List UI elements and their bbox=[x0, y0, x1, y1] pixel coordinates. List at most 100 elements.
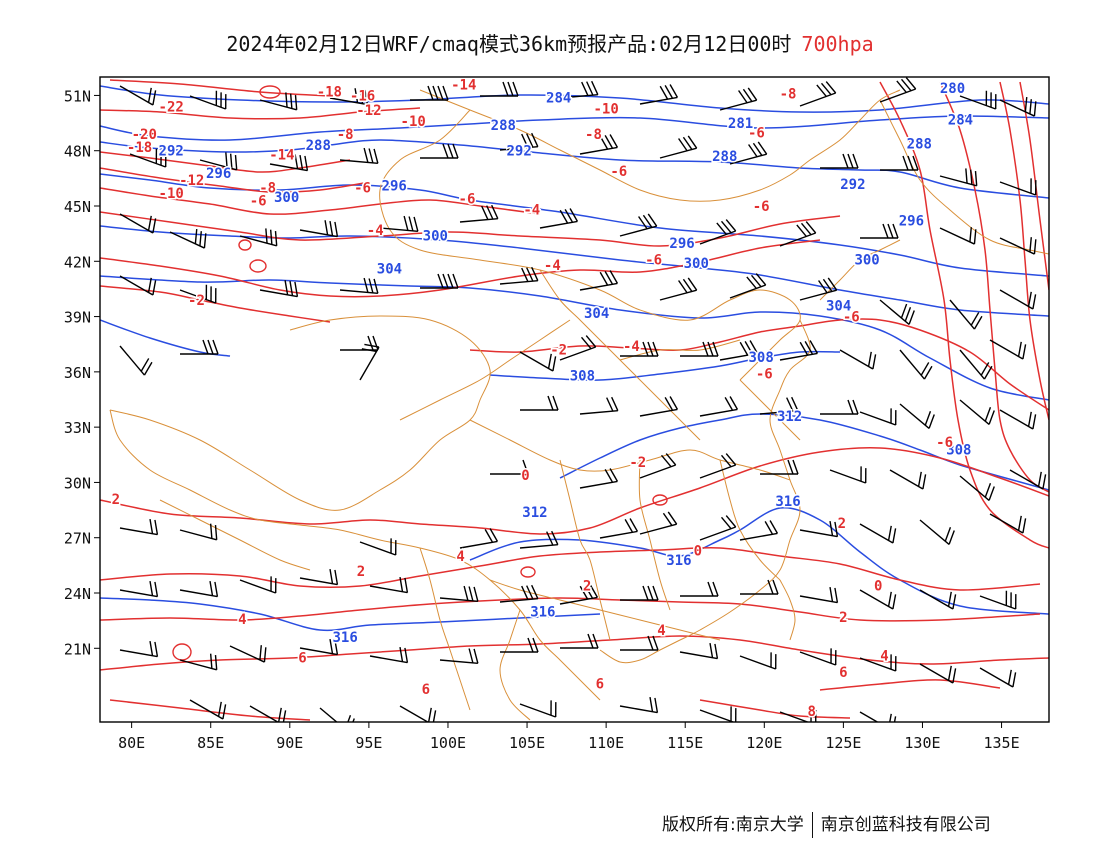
temperature-contour-label: -18 bbox=[127, 140, 152, 156]
temperature-contour-label: -8 bbox=[585, 127, 602, 143]
wind-barb bbox=[179, 284, 217, 304]
pressure-level-label: 700hpa bbox=[801, 32, 874, 56]
temperature-cell bbox=[172, 643, 192, 661]
wind-barb bbox=[779, 221, 817, 247]
temperature-contour-label: -6 bbox=[756, 367, 773, 383]
boundary-line bbox=[109, 409, 601, 701]
temperature-contour-label: -8 bbox=[780, 87, 797, 103]
temperature-contour-label: 6 bbox=[839, 665, 847, 681]
wind-barb bbox=[729, 141, 768, 165]
wind-barb bbox=[369, 646, 409, 664]
lat-tick-label: 45N bbox=[64, 198, 91, 216]
temperature-contour-label: -10 bbox=[593, 101, 618, 117]
temperature-contour-label: -10 bbox=[401, 114, 426, 130]
temperature-contour-label: 2 bbox=[112, 492, 120, 508]
wind-barb bbox=[899, 403, 935, 429]
temperature-contour-label: -4 bbox=[544, 258, 561, 274]
height-contour-line bbox=[100, 85, 1049, 113]
copyright-text: 版权所有:南京大学 bbox=[662, 815, 804, 835]
wind-barb bbox=[699, 453, 737, 479]
wind-barb bbox=[839, 349, 877, 370]
wind-barb bbox=[779, 340, 819, 361]
height-contour-label: 316 bbox=[530, 604, 555, 620]
height-contour-label: 312 bbox=[777, 409, 802, 425]
height-contour-label: 292 bbox=[159, 144, 184, 160]
wind-barb bbox=[859, 654, 897, 672]
wind-barb bbox=[559, 335, 597, 361]
wind-barb bbox=[639, 453, 677, 479]
temperature-contour-line bbox=[699, 699, 851, 719]
wind-barb bbox=[820, 399, 859, 415]
temperature-contour-label: -6 bbox=[354, 181, 371, 197]
wind-barb bbox=[820, 153, 859, 169]
wind-barb bbox=[639, 396, 679, 417]
lon-tick-label: 120E bbox=[746, 734, 782, 752]
temperature-contour-line bbox=[939, 81, 1049, 493]
wind-barb bbox=[559, 584, 599, 605]
temperature-contour-line bbox=[999, 81, 1049, 421]
height-contour-label: 300 bbox=[274, 190, 299, 206]
temperature-contour-label: -6 bbox=[843, 310, 860, 326]
wind-barb bbox=[620, 635, 659, 651]
height-contour-label: 292 bbox=[840, 177, 865, 193]
wind-barb bbox=[519, 700, 557, 718]
wind-barb bbox=[880, 155, 919, 171]
wind-barb bbox=[619, 213, 658, 237]
wind-barb bbox=[119, 518, 159, 536]
temperature-contour-line bbox=[100, 187, 541, 215]
boundary-line bbox=[739, 379, 801, 441]
lon-tick-label: 85E bbox=[197, 734, 224, 752]
lat-tick-label: 27N bbox=[64, 530, 91, 548]
wind-barb bbox=[699, 219, 737, 245]
temperature-contour-label: 4 bbox=[657, 623, 665, 639]
wind-barb bbox=[620, 341, 659, 357]
temperature-contour-label: -2 bbox=[629, 455, 646, 471]
wind-barb bbox=[939, 168, 978, 187]
plot-frame bbox=[99, 76, 1050, 723]
temperature-cell bbox=[652, 494, 668, 506]
temperature-contour-label: 2 bbox=[839, 610, 847, 626]
wind-barb bbox=[560, 633, 599, 649]
height-contour-line bbox=[100, 319, 231, 357]
wind-barb bbox=[999, 178, 1037, 196]
wind-barb bbox=[459, 528, 499, 549]
temperature-contour-label: -6 bbox=[610, 164, 627, 180]
temperature-contour-line bbox=[819, 679, 1001, 691]
height-contour-label: 281 bbox=[728, 116, 753, 132]
temperature-contour-label: -2 bbox=[188, 293, 205, 309]
temperature-contour-label: 2 bbox=[357, 564, 365, 580]
lon-tick-label: 115E bbox=[667, 734, 703, 752]
wind-barb bbox=[719, 340, 759, 361]
wind-barb bbox=[859, 408, 897, 426]
temperature-contour-line bbox=[469, 318, 1049, 411]
wind-barb bbox=[299, 568, 339, 586]
boundary-line bbox=[419, 547, 471, 711]
height-contour-label: 316 bbox=[666, 553, 691, 569]
temperature-contour-label: -18 bbox=[317, 85, 342, 101]
height-contour-label: 300 bbox=[684, 256, 709, 272]
wind-barb bbox=[959, 349, 993, 380]
temperature-contour-label: 0 bbox=[694, 544, 702, 560]
wind-barb bbox=[899, 349, 933, 380]
wind-barb bbox=[480, 81, 519, 97]
temperature-contour-label: -14 bbox=[451, 77, 476, 93]
axes: 51N 48N 45N 42N 39N 36N 33N 30N 27N 24N 21N 80E 85E 9… bbox=[64, 87, 1020, 752]
wind-barb bbox=[889, 469, 927, 490]
lat-tick-label: 48N bbox=[64, 143, 91, 161]
wind-barb bbox=[999, 96, 1037, 117]
height-contour-line bbox=[559, 413, 1049, 491]
wind-barb bbox=[799, 277, 838, 301]
temperature-contour-label: -4 bbox=[367, 223, 384, 239]
wind-barb bbox=[339, 147, 379, 165]
height-contour-label: 300 bbox=[423, 228, 448, 244]
boundary-line bbox=[489, 579, 721, 641]
wind-barb bbox=[239, 228, 278, 247]
boundary-line bbox=[109, 315, 491, 511]
temperature-contour-label: -6 bbox=[459, 192, 476, 208]
temperature-contour-label: 4 bbox=[880, 649, 888, 665]
wind-barb bbox=[169, 228, 207, 249]
wind-barb bbox=[680, 341, 719, 357]
wind-barb bbox=[269, 154, 309, 172]
wind-barb bbox=[799, 520, 839, 538]
wind-barb bbox=[999, 409, 1037, 430]
